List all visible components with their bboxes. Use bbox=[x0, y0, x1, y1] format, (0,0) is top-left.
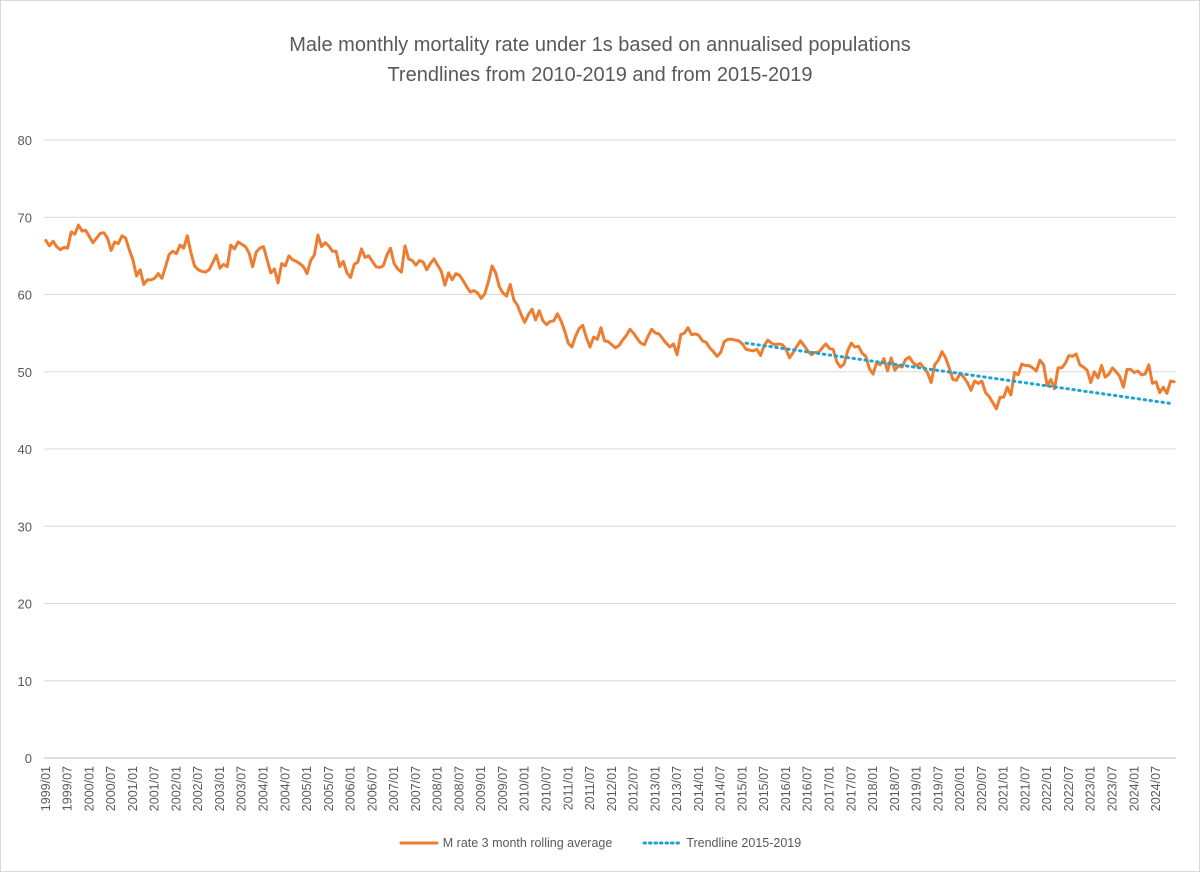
y-tick-label: 50 bbox=[18, 365, 32, 380]
x-tick-label: 2013/01 bbox=[648, 766, 662, 811]
x-tick-label: 2013/07 bbox=[670, 766, 684, 811]
x-tick-label: 2014/01 bbox=[692, 766, 706, 811]
x-tick-label: 2001/07 bbox=[148, 766, 162, 811]
x-tick-label: 2019/07 bbox=[931, 766, 945, 811]
y-tick-label: 40 bbox=[18, 442, 32, 457]
y-tick-label: 30 bbox=[18, 519, 32, 534]
y-tick-label: 0 bbox=[25, 751, 32, 766]
x-tick-label: 2023/01 bbox=[1084, 766, 1098, 811]
x-tick-label: 2018/01 bbox=[866, 766, 880, 811]
x-tick-label: 1999/01 bbox=[39, 766, 53, 811]
x-tick-label: 2019/01 bbox=[910, 766, 924, 811]
x-tick-label: 2018/07 bbox=[888, 766, 902, 811]
x-tick-label: 2016/01 bbox=[779, 766, 793, 811]
x-tick-label: 2009/01 bbox=[474, 766, 488, 811]
trendline-2015-2019 bbox=[744, 341, 1173, 405]
x-tick-label: 2001/01 bbox=[126, 766, 140, 811]
x-tick-label: 2017/01 bbox=[823, 766, 837, 811]
x-tick-label: 2022/07 bbox=[1062, 766, 1076, 811]
x-tick-label: 2012/07 bbox=[627, 766, 641, 811]
legend-label-series: M rate 3 month rolling average bbox=[442, 836, 613, 850]
x-tick-label: 2000/01 bbox=[82, 766, 96, 811]
x-tick-label: 1999/07 bbox=[61, 766, 75, 811]
x-tick-label: 2010/07 bbox=[540, 766, 554, 811]
legend: M rate 3 month rolling average Trendline… bbox=[0, 836, 1200, 850]
x-tick-label: 2007/01 bbox=[387, 766, 401, 811]
x-tick-label: 2020/07 bbox=[975, 766, 989, 811]
x-tick-label: 2002/07 bbox=[191, 766, 205, 811]
legend-swatch-dotted bbox=[642, 841, 682, 845]
x-tick-label: 2024/01 bbox=[1127, 766, 1141, 811]
chart-subtitle: Trendlines from 2010-2019 and from 2015-… bbox=[387, 64, 813, 86]
x-tick-label: 2020/01 bbox=[953, 766, 967, 811]
x-tick-label: 2006/01 bbox=[344, 766, 358, 811]
y-tick-label: 60 bbox=[18, 288, 32, 303]
x-tick-label: 2010/01 bbox=[518, 766, 532, 811]
x-tick-label: 2000/07 bbox=[104, 766, 118, 811]
x-tick-label: 2011/01 bbox=[561, 766, 575, 810]
x-tick-label: 2009/07 bbox=[496, 766, 510, 811]
x-tick-label: 2002/01 bbox=[169, 766, 183, 811]
x-tick-label: 2023/07 bbox=[1106, 766, 1120, 811]
x-tick-label: 2006/07 bbox=[365, 766, 379, 811]
x-tick-label: 2008/01 bbox=[431, 766, 445, 811]
x-tick-label: 2017/07 bbox=[844, 766, 858, 811]
x-tick-label: 2014/07 bbox=[714, 766, 728, 811]
x-tick-label: 2004/01 bbox=[257, 766, 271, 811]
x-tick-label: 2015/07 bbox=[757, 766, 771, 811]
y-tick-label: 20 bbox=[18, 597, 32, 612]
y-tick-label: 70 bbox=[18, 210, 32, 225]
legend-label-trendline: Trendline 2015-2019 bbox=[686, 836, 802, 850]
x-tick-label: 2022/01 bbox=[1040, 766, 1054, 811]
legend-swatch-solid bbox=[399, 841, 439, 845]
x-tick-label: 2005/07 bbox=[322, 766, 336, 811]
y-tick-label: 80 bbox=[18, 133, 32, 148]
x-tick-label: 2008/07 bbox=[452, 766, 466, 811]
x-tick-label: 2012/01 bbox=[605, 766, 619, 811]
x-tick-label: 2007/07 bbox=[409, 766, 423, 811]
y-tick-label: 10 bbox=[18, 674, 32, 689]
x-tick-label: 2015/01 bbox=[735, 766, 749, 811]
x-tick-label: 2011/07 bbox=[583, 766, 597, 810]
x-tick-label: 2003/07 bbox=[235, 766, 249, 811]
x-tick-label: 2003/01 bbox=[213, 766, 227, 811]
x-tick-label: 2021/07 bbox=[1018, 766, 1032, 811]
x-tick-label: 2004/07 bbox=[278, 766, 292, 811]
x-tick-label: 2005/01 bbox=[300, 766, 314, 811]
x-tick-label: 2024/07 bbox=[1149, 766, 1163, 811]
chart-title-block: Male monthly mortality rate under 1s bas… bbox=[0, 30, 1200, 90]
series-line-rolling-average bbox=[44, 223, 1176, 411]
legend-item-series: M rate 3 month rolling average bbox=[399, 836, 613, 850]
x-tick-label: 2016/07 bbox=[801, 766, 815, 811]
x-tick-label: 2021/01 bbox=[997, 766, 1011, 811]
chart-title: Male monthly mortality rate under 1s bas… bbox=[289, 34, 911, 56]
legend-item-trendline: Trendline 2015-2019 bbox=[642, 836, 801, 850]
